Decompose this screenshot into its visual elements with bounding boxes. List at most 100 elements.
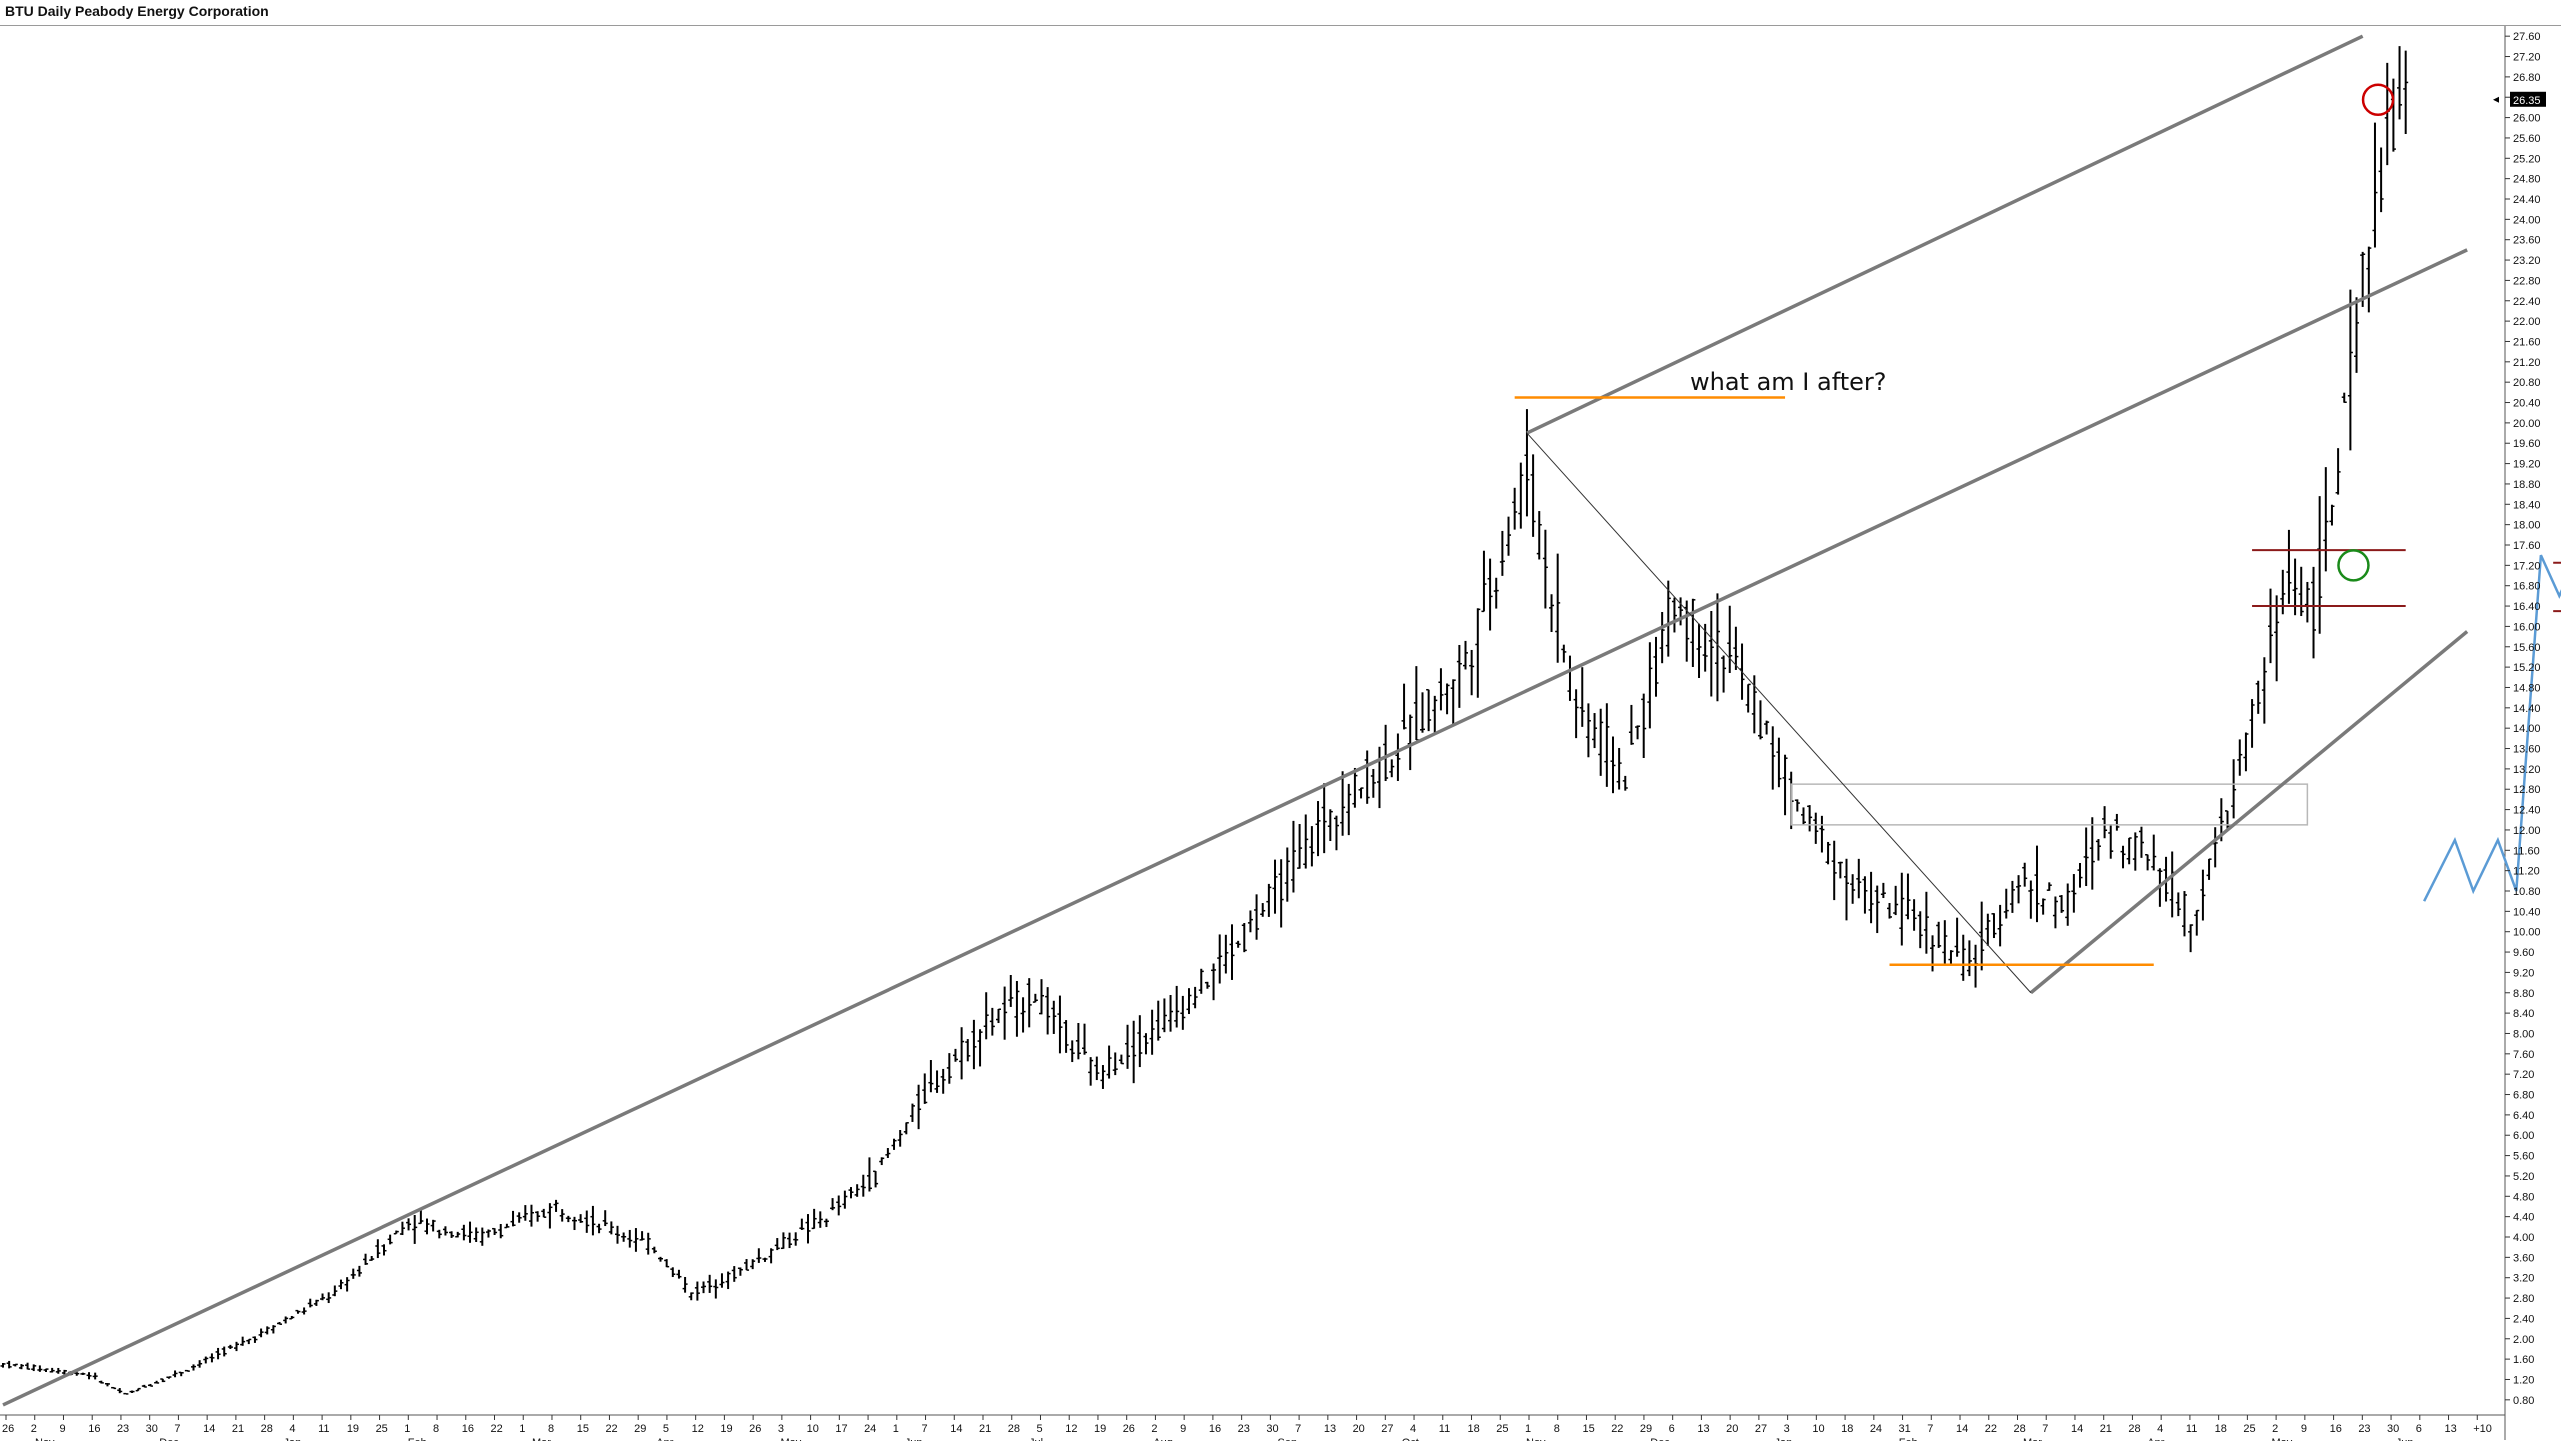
price-bar [1985,913,1991,946]
price-bar [1757,700,1763,740]
price-bar [1770,726,1776,790]
x-tick-label: 28 [261,1423,273,1435]
price-bar [1991,913,1997,939]
y-tick-label: 8.40 [2513,1008,2534,1020]
price-bar [1358,787,1364,799]
price-bar [1450,679,1456,727]
price-bar [1874,885,1880,934]
y-tick-label: 20.00 [2513,418,2541,430]
y-tick-label: 1.60 [2513,1354,2534,1366]
price-bar [2243,732,2249,772]
price-bar [848,1187,854,1199]
price-bar [1192,986,1198,1009]
price-bar [565,1215,571,1223]
y-tick-label: 24.40 [2513,194,2541,206]
y-tick-label: 7.60 [2513,1049,2534,1061]
price-bar [117,1388,123,1394]
price-bar [369,1255,375,1261]
price-bar [1923,891,1929,954]
x-tick-label: 8 [1554,1423,1560,1435]
price-bar [178,1371,184,1377]
price-bar [1493,577,1499,609]
price-bar [2231,759,2237,819]
price-bar [2126,837,2132,865]
price-bar [442,1226,448,1236]
price-bar [1094,1056,1100,1081]
price-bar [2268,588,2274,664]
price-bar [756,1248,762,1263]
price-bar [6,1360,12,1369]
x-month-label: Mar [532,1437,551,1441]
price-bar [313,1299,319,1306]
x-tick-label: +10 [2473,1423,2492,1435]
channel-line-lower [2029,630,2469,995]
y-tick-label: 7.20 [2513,1069,2534,1081]
price-bar [1223,934,1229,974]
channel-line-middle [2,248,2468,1407]
x-tick-label: 14 [1956,1423,1968,1435]
x-month-label: Sep [1278,1437,1298,1441]
price-bar [2286,529,2292,604]
price-bar [1567,655,1573,701]
price-bar [658,1256,664,1262]
price-bar [1960,934,1966,981]
price-bar [1966,940,1972,977]
price-bar [909,1103,915,1122]
price-bar [473,1227,479,1243]
x-tick-label: 4 [1410,1423,1416,1435]
price-bar [1641,693,1647,759]
y-tick-label: 24.00 [2513,214,2541,226]
y-tick-label: 17.60 [2513,540,2541,552]
x-tick-label: 7 [1295,1423,1301,1435]
x-tick-label: 8 [433,1423,439,1435]
price-bar [1241,923,1247,953]
price-bar [406,1218,412,1231]
price-bar [2194,909,2200,936]
price-bar [1376,746,1382,809]
price-bar [1714,593,1720,702]
price-bar [1014,981,1020,1037]
price-bar [1850,874,1856,904]
price-bar [98,1380,104,1384]
price-bar [2249,699,2255,748]
price-bar [2022,862,2028,887]
x-tick-label: 11 [318,1423,329,1435]
x-tick-label: 29 [634,1423,646,1435]
x-tick-label: 2 [1151,1423,1157,1435]
price-bar [436,1229,442,1239]
x-tick-label: 1 [893,1423,899,1435]
price-bar [897,1130,903,1147]
price-bar [860,1174,866,1197]
price-bar [2274,595,2280,682]
y-tick-label: 19.60 [2513,438,2541,450]
price-bar [2206,858,2212,880]
price-bar [891,1138,897,1150]
y-tick-label: 10.80 [2513,886,2541,898]
price-bar [823,1218,829,1228]
x-tick-label: 18 [1468,1423,1480,1435]
price-bar [719,1273,725,1288]
price-bar [1905,873,1911,920]
last-price-label: 26.35 [2513,95,2541,107]
x-tick-label: 13 [1324,1423,1336,1435]
price-bar [1456,644,1462,708]
price-bar [1524,409,1530,517]
price-bar [2138,826,2144,858]
price-bar [1315,801,1321,857]
price-bar [504,1223,510,1229]
price-bar [1174,985,1180,1028]
y-tick-label: 5.20 [2513,1171,2534,1183]
x-tick-label: 5 [663,1423,669,1435]
price-bar [2397,46,2403,120]
price-bar [2403,50,2409,134]
y-tick-label: 18.80 [2513,479,2541,491]
price-bar [393,1230,399,1235]
price-bar [1862,876,1868,914]
price-bar [387,1234,393,1245]
price-bar [1622,775,1628,791]
price-bar [596,1223,602,1234]
y-tick-label: 11.20 [2513,866,2540,878]
x-tick-label: 4 [2157,1423,2163,1435]
last-price-tag [2510,91,2546,107]
y-tick-label: 19.20 [2513,459,2541,471]
